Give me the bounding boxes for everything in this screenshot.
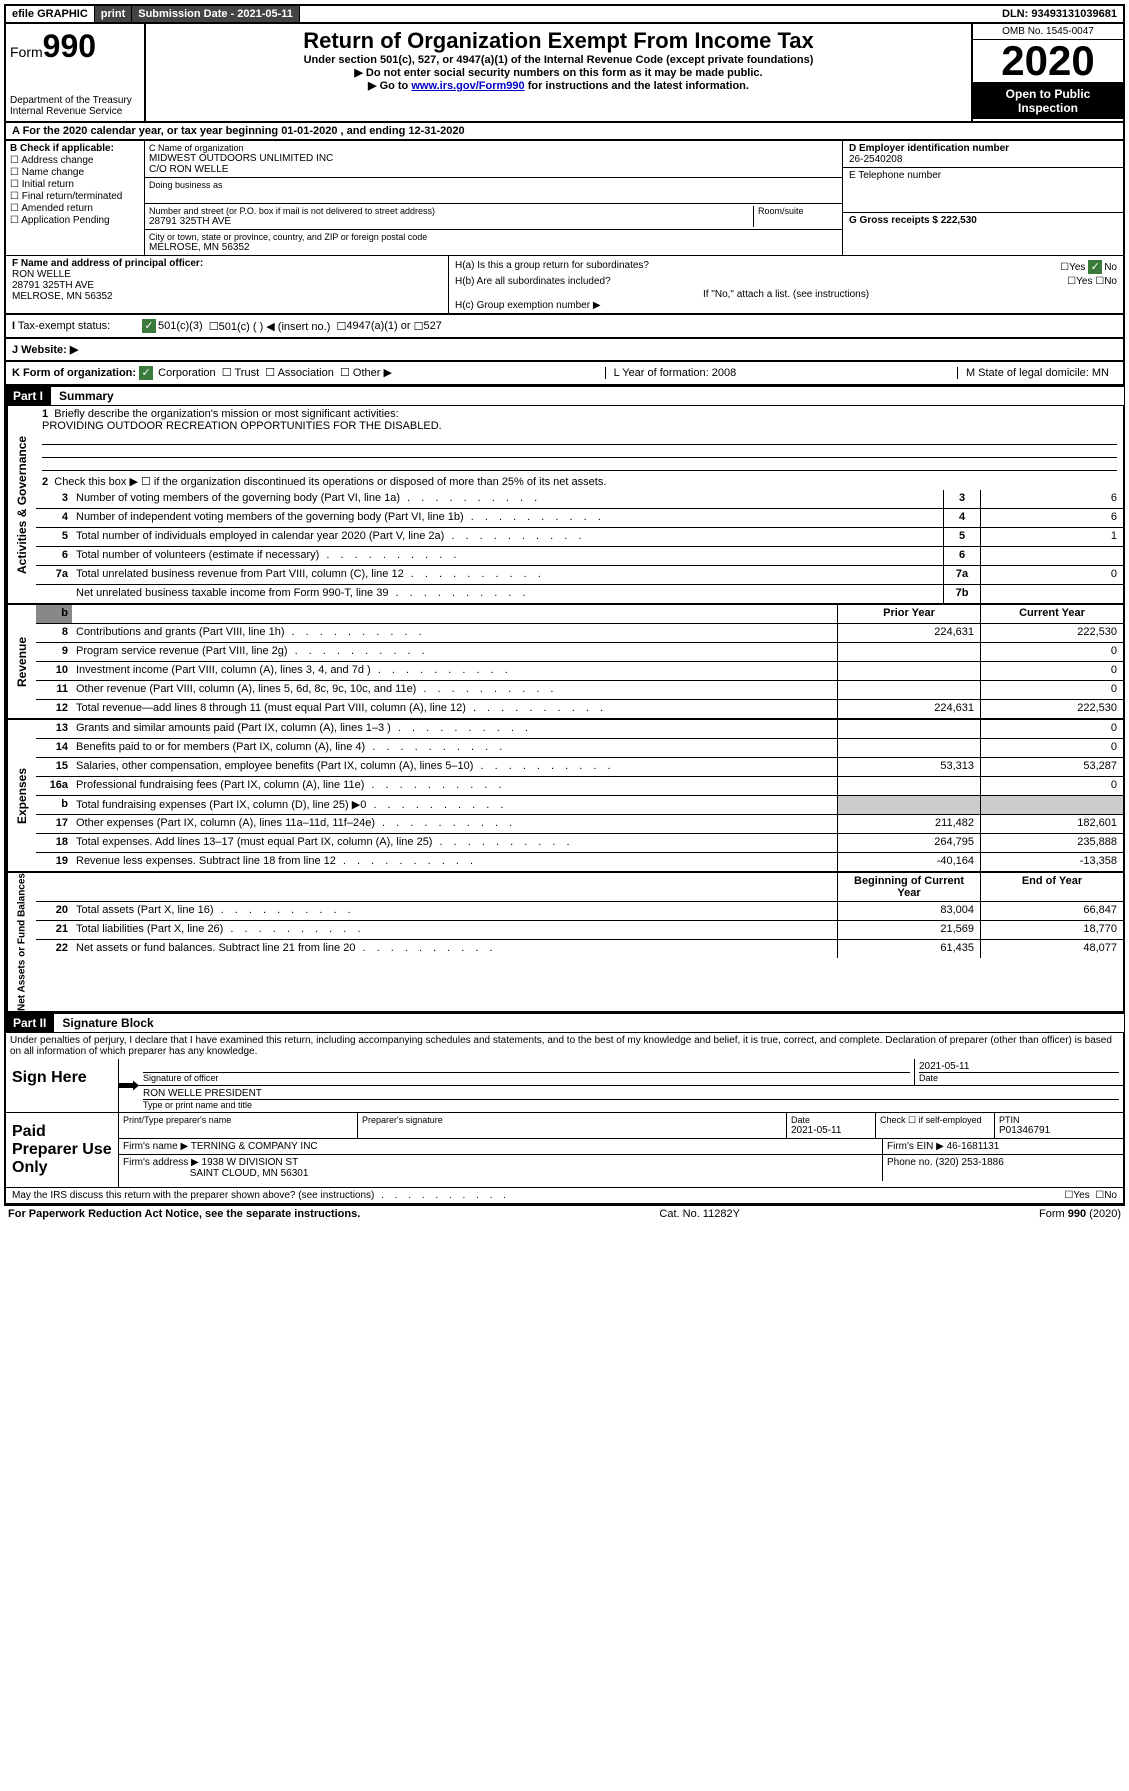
table-row: 11Other revenue (Part VIII, column (A), … — [36, 681, 1123, 700]
cb-amended-return[interactable]: ☐ Amended return — [10, 203, 140, 214]
care-of: C/O RON WELLE — [149, 164, 838, 175]
cb-initial-return[interactable]: ☐ Initial return — [10, 179, 140, 190]
officer-city: MELROSE, MN 56352 — [12, 291, 113, 302]
tax-year: 2020 — [973, 40, 1123, 83]
dept-treasury: Department of the Treasury — [10, 95, 140, 106]
form-header: Form990 Department of the Treasury Inter… — [4, 24, 1125, 123]
officer-name: RON WELLE — [12, 269, 71, 280]
row-k-form-org: K Form of organization: ✓ Corporation ☐ … — [4, 362, 1125, 386]
perjury-text: Under penalties of perjury, I declare th… — [4, 1033, 1125, 1059]
sidelabel-net: Net Assets or Fund Balances — [6, 873, 36, 1011]
table-row: 7aTotal unrelated business revenue from … — [36, 566, 1123, 585]
row-a-tax-year: A For the 2020 calendar year, or tax yea… — [4, 123, 1125, 141]
print-button[interactable]: print — [95, 6, 132, 22]
discuss-text: May the IRS discuss this return with the… — [12, 1190, 510, 1201]
submission-date: Submission Date - 2021-05-11 — [132, 6, 300, 22]
instructions-link[interactable]: www.irs.gov/Form990 — [411, 80, 524, 92]
part2-title: Signature Block — [54, 1014, 161, 1032]
row-fh: F Name and address of principal officer:… — [4, 255, 1125, 315]
table-row: 16aProfessional fundraising fees (Part I… — [36, 777, 1123, 796]
arrow-icon — [119, 1081, 139, 1091]
table-row: 12Total revenue—add lines 8 through 11 (… — [36, 700, 1123, 718]
ein-value: 26-2540208 — [849, 154, 902, 165]
paid-preparer-label: Paid Preparer Use Only — [6, 1113, 119, 1187]
dept-irs: Internal Revenue Service — [10, 106, 140, 117]
open-public-badge: Open to Public Inspection — [973, 83, 1123, 119]
cb-name-change[interactable]: ☐ Name change — [10, 167, 140, 178]
cb-application-pending[interactable]: ☐ Application Pending — [10, 215, 140, 226]
col-b-checkboxes: B Check if applicable: ☐ Address change … — [6, 141, 145, 255]
city-state-zip: MELROSE, MN 56352 — [149, 242, 838, 253]
table-row: 22Net assets or fund balances. Subtract … — [36, 940, 1123, 958]
ptin-value: P01346791 — [999, 1125, 1119, 1136]
col-c-org-info: C Name of organization MIDWEST OUTDOORS … — [145, 141, 843, 255]
footer-left: For Paperwork Reduction Act Notice, see … — [8, 1208, 360, 1220]
sign-here-label: Sign Here — [6, 1059, 119, 1112]
top-bar: efile GRAPHIC print Submission Date - 20… — [4, 4, 1125, 24]
firm-name: TERNING & COMPANY INC — [191, 1141, 318, 1152]
officer-addr: 28791 325TH AVE — [12, 280, 94, 291]
group-exemption: H(c) Group exemption number ▶ — [455, 300, 1117, 311]
phone-label: E Telephone number — [849, 170, 941, 181]
sig-date: 2021-05-11 — [919, 1061, 1119, 1072]
col-de: D Employer identification number 26-2540… — [843, 141, 1123, 255]
table-row: 19Revenue less expenses. Subtract line 1… — [36, 853, 1123, 871]
footer: For Paperwork Reduction Act Notice, see … — [4, 1205, 1125, 1222]
table-row: bTotal fundraising expenses (Part IX, co… — [36, 796, 1123, 815]
mission-text: PROVIDING OUTDOOR RECREATION OPPORTUNITI… — [42, 420, 442, 432]
table-row: 13Grants and similar amounts paid (Part … — [36, 720, 1123, 739]
street-address: 28791 325TH AVE — [149, 216, 753, 227]
table-row: 17Other expenses (Part IX, column (A), l… — [36, 815, 1123, 834]
state-domicile: M State of legal domicile: MN — [957, 367, 1117, 379]
part1-header: Part I — [5, 387, 51, 405]
table-row: Net unrelated business taxable income fr… — [36, 585, 1123, 603]
table-row: 8Contributions and grants (Part VIII, li… — [36, 624, 1123, 643]
room-label: Room/suite — [758, 206, 838, 216]
section-bcdeg: B Check if applicable: ☐ Address change … — [4, 141, 1125, 255]
dba-label: Doing business as — [149, 180, 838, 190]
sidelabel-governance: Activities & Governance — [6, 406, 36, 603]
table-row: 9Program service revenue (Part VIII, lin… — [36, 643, 1123, 662]
sidelabel-revenue: Revenue — [6, 605, 36, 718]
cb-address-change[interactable]: ☐ Address change — [10, 155, 140, 166]
year-formation: L Year of formation: 2008 — [605, 367, 745, 379]
dln-label: DLN: 93493131039681 — [996, 6, 1123, 22]
firm-ein: 46-1681131 — [947, 1141, 1000, 1152]
table-row: 4Number of independent voting members of… — [36, 509, 1123, 528]
table-row: 18Total expenses. Add lines 13–17 (must … — [36, 834, 1123, 853]
subtitle-3: ▶ Go to www.irs.gov/Form990 for instruct… — [150, 79, 967, 92]
table-row: 3Number of voting members of the governi… — [36, 490, 1123, 509]
row-j-website: J Website: ▶ — [4, 339, 1125, 362]
subtitle-1: Under section 501(c), 527, or 4947(a)(1)… — [150, 54, 967, 66]
cb-final-return[interactable]: ☐ Final return/terminated — [10, 191, 140, 202]
officer-typed-name: RON WELLE PRESIDENT — [143, 1088, 1119, 1099]
gross-receipts: G Gross receipts $ 222,530 — [849, 215, 977, 226]
org-name: MIDWEST OUTDOORS UNLIMITED INC — [149, 153, 838, 164]
subtitle-2: ▶ Do not enter social security numbers o… — [150, 66, 967, 79]
row-i-tax-status: I Tax-exempt status: ✓ 501(c)(3) ☐ 501(c… — [4, 315, 1125, 339]
footer-right: Form 990 (2020) — [1039, 1208, 1121, 1220]
part2-header: Part II — [5, 1014, 54, 1032]
form-number: Form990 — [10, 28, 140, 65]
table-row: 14Benefits paid to or for members (Part … — [36, 739, 1123, 758]
footer-mid: Cat. No. 11282Y — [659, 1208, 740, 1220]
table-row: 10Investment income (Part VIII, column (… — [36, 662, 1123, 681]
form-title: Return of Organization Exempt From Incom… — [150, 28, 967, 54]
prep-date: 2021-05-11 — [791, 1125, 871, 1136]
efile-label: efile GRAPHIC — [6, 6, 95, 22]
table-row: 20Total assets (Part X, line 16)83,00466… — [36, 902, 1123, 921]
firm-addr1: 1938 W DIVISION ST — [202, 1157, 299, 1168]
table-row: 6Total number of volunteers (estimate if… — [36, 547, 1123, 566]
table-row: 21Total liabilities (Part X, line 26)21,… — [36, 921, 1123, 940]
table-row: 5Total number of individuals employed in… — [36, 528, 1123, 547]
part1-title: Summary — [51, 387, 122, 405]
table-row: 15Salaries, other compensation, employee… — [36, 758, 1123, 777]
check-501c3-icon: ✓ — [142, 319, 156, 333]
firm-phone: (320) 253-1886 — [935, 1157, 1003, 1168]
sidelabel-expenses: Expenses — [6, 720, 36, 871]
firm-addr2: SAINT CLOUD, MN 56301 — [190, 1168, 309, 1179]
self-employed-check[interactable]: Check ☐ if self-employed — [876, 1113, 995, 1138]
